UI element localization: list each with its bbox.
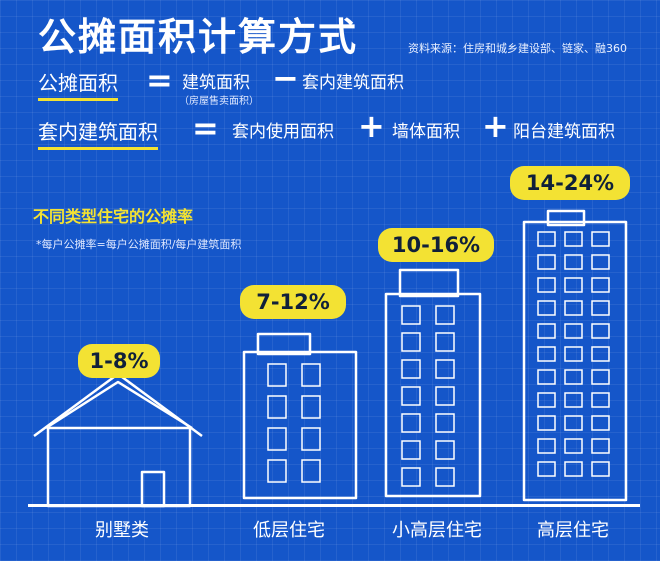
window <box>564 254 583 270</box>
high-rise-illustration <box>522 209 628 502</box>
window <box>564 346 583 362</box>
window <box>537 415 556 431</box>
formula1-equals: = <box>146 61 173 99</box>
window <box>537 300 556 316</box>
formula1-left: 公摊面积 <box>38 67 118 101</box>
window <box>401 386 421 406</box>
high-rise-rate-badge: 14-24% <box>510 166 630 200</box>
formula2-left: 套内建筑面积 <box>38 116 158 150</box>
window <box>591 346 610 362</box>
window <box>564 392 583 408</box>
window <box>401 359 421 379</box>
mid-rise-label: 小高层住宅 <box>392 520 482 541</box>
window <box>537 323 556 339</box>
formula1-term1-note: （房屋售卖面积） <box>179 96 259 107</box>
window <box>267 427 287 451</box>
window <box>591 254 610 270</box>
window <box>591 461 610 477</box>
window <box>591 231 610 247</box>
formula1-minus: − <box>272 59 299 97</box>
mid-rise-illustration <box>384 268 482 498</box>
window <box>435 467 455 487</box>
window <box>564 461 583 477</box>
window <box>435 305 455 325</box>
window <box>435 440 455 460</box>
window <box>537 369 556 385</box>
window <box>537 438 556 454</box>
formula1-term2: 套内建筑面积 <box>302 73 404 93</box>
window <box>564 369 583 385</box>
low-rise-rate-badge: 7-12% <box>240 285 346 319</box>
window <box>401 305 421 325</box>
window <box>401 413 421 433</box>
window <box>537 346 556 362</box>
window <box>301 395 321 419</box>
window <box>591 300 610 316</box>
formula-note: *每户公摊率=每户公摊面积/每户建筑面积 <box>36 238 242 251</box>
source-note: 资料来源：住房和城乡建设部、链家、融360 <box>408 42 627 55</box>
section-title: 不同类型住宅的公摊率 <box>33 207 194 226</box>
formula2-equals: = <box>192 109 219 147</box>
window <box>591 392 610 408</box>
formula2-term2: 墙体面积 <box>392 122 460 142</box>
window <box>267 395 287 419</box>
window <box>401 440 421 460</box>
formula1-term1: 建筑面积 <box>182 73 250 93</box>
window <box>435 413 455 433</box>
window <box>435 359 455 379</box>
page-title: 公摊面积计算方式 <box>38 15 359 59</box>
window <box>301 459 321 483</box>
window <box>267 459 287 483</box>
window <box>591 323 610 339</box>
formula2-term3: 阳台建筑面积 <box>513 122 615 142</box>
window <box>591 415 610 431</box>
low-rise-label: 低层住宅 <box>253 520 325 541</box>
mid-rise-rate-badge: 10-16% <box>378 228 494 262</box>
window <box>301 363 321 387</box>
villa-rate-badge: 1-8% <box>78 344 160 378</box>
window <box>401 332 421 352</box>
window <box>435 332 455 352</box>
window <box>564 323 583 339</box>
window <box>591 438 610 454</box>
window <box>537 392 556 408</box>
formula2-plus-2: + <box>482 107 509 145</box>
window <box>537 277 556 293</box>
window <box>564 277 583 293</box>
window <box>301 427 321 451</box>
window <box>564 438 583 454</box>
high-rise-label: 高层住宅 <box>537 520 609 541</box>
villa-illustration <box>33 372 203 508</box>
villa-label: 别墅类 <box>95 520 149 541</box>
window <box>591 369 610 385</box>
window <box>537 231 556 247</box>
window <box>564 231 583 247</box>
window <box>564 300 583 316</box>
window <box>435 386 455 406</box>
window <box>267 363 287 387</box>
window <box>591 277 610 293</box>
low-rise-illustration <box>242 332 358 500</box>
formula2-plus-1: + <box>358 107 385 145</box>
window <box>537 461 556 477</box>
formula2-term1: 套内使用面积 <box>232 122 334 142</box>
window <box>564 415 583 431</box>
window <box>537 254 556 270</box>
window <box>401 467 421 487</box>
